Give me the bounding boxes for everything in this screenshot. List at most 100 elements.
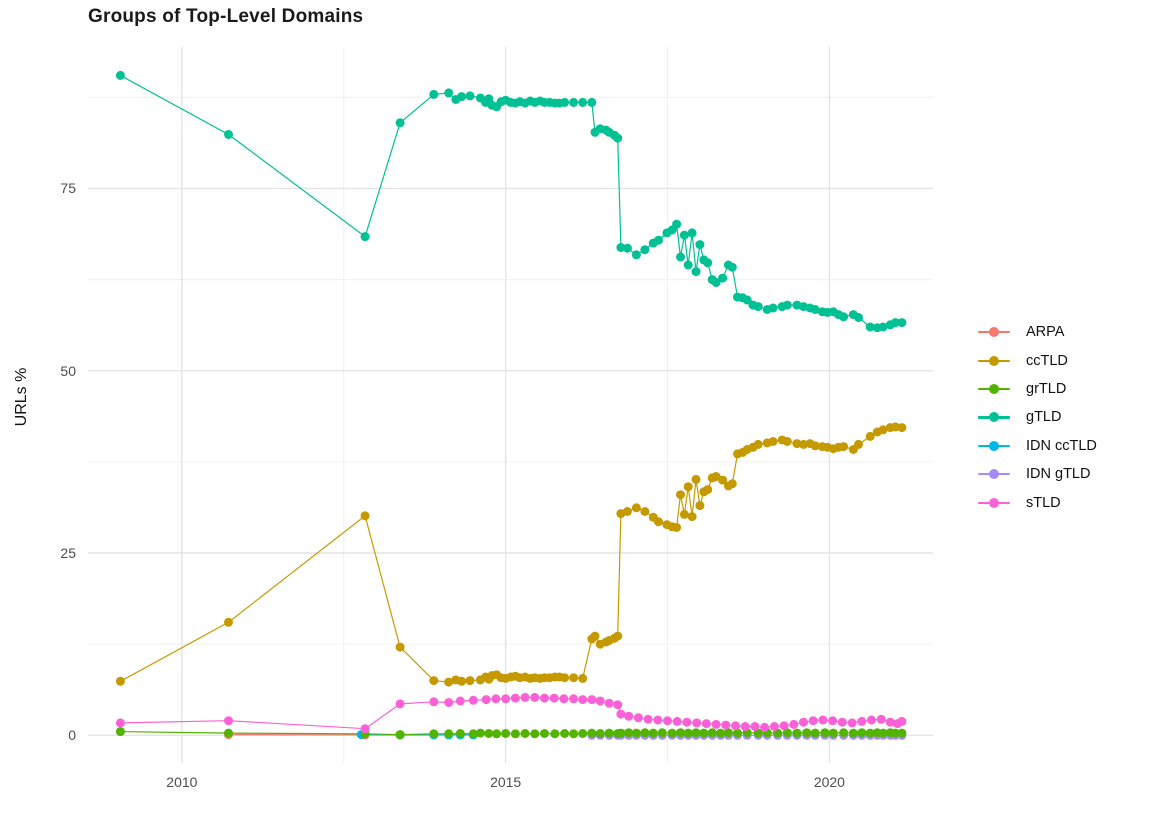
series-point-cctld (782, 437, 792, 446)
series-point-grtld (484, 729, 494, 738)
series-point-grtld (848, 728, 858, 738)
series-point-stld (721, 720, 731, 730)
series-point-grtld (820, 728, 830, 738)
series-point-gtld (691, 267, 701, 277)
series-point-cctld (672, 523, 682, 532)
series-point-gtld (711, 278, 721, 287)
legend-key-dot (989, 383, 999, 394)
series-point-cctld (897, 423, 907, 433)
series-point-stld (653, 715, 663, 725)
series-point-grtld (676, 728, 685, 738)
series-point-gtld (578, 97, 588, 107)
series-point-grtld (520, 729, 530, 738)
legend-key-icon (976, 440, 1012, 452)
series-point-grtld (648, 728, 658, 738)
series-point-cctld (613, 631, 623, 641)
series-point-grtld (699, 728, 709, 738)
series-point-gtld (640, 245, 650, 255)
series-point-stld (769, 722, 779, 731)
series-point-gtld (616, 243, 626, 252)
series-point-stld (501, 694, 511, 704)
series-point-cctld (727, 479, 737, 489)
series-point-grtld (501, 729, 511, 738)
series-point-grtld (657, 728, 667, 738)
series-point-stld (789, 719, 799, 729)
series-point-cctld (683, 482, 693, 492)
series-point-stld (760, 722, 770, 732)
legend-key-icon (976, 468, 1012, 480)
series-point-grtld (510, 729, 520, 739)
legend-key-dot (989, 355, 999, 366)
legend-item: IDN ccTLD (976, 432, 1097, 460)
x-tick-label: 2010 (166, 774, 198, 790)
legend-item: gTLD (976, 403, 1097, 431)
legend-item: ARPA (976, 318, 1097, 346)
series-point-stld (672, 716, 682, 726)
series-point-cctld (691, 474, 701, 484)
series-point-stld (429, 697, 439, 707)
series-point-cctld (890, 422, 900, 432)
legend-key-icon (976, 383, 1012, 395)
series-point-grtld (395, 730, 405, 740)
legend-key-dot (989, 497, 999, 508)
series-point-stld (613, 700, 623, 710)
series-point-stld (455, 696, 465, 706)
series-point-grtld (865, 728, 875, 738)
series-point-stld (779, 721, 789, 731)
series-point-cctld (703, 485, 713, 495)
series-point-stld (633, 713, 643, 723)
legend-key-icon (976, 497, 1012, 509)
series-point-grtld (540, 729, 549, 738)
series-point-cctld (429, 676, 439, 686)
series-point-stld (750, 722, 760, 731)
series-line-gtld (120, 74, 902, 329)
series-point-gtld (560, 97, 570, 107)
series-point-grtld (890, 728, 900, 738)
y-tick-label: 50 (60, 362, 76, 379)
series-point-gtld (457, 92, 467, 102)
series-point-stld (711, 719, 721, 729)
series-point-stld (559, 694, 569, 704)
series-point-stld (510, 693, 520, 703)
legend: ARPA ccTLD grTLD gTLD IDN ccTLD IDN gTLD sTLD (976, 318, 1097, 517)
series-point-grtld (857, 728, 867, 738)
legend-item-label: ccTLD (1026, 352, 1068, 369)
series-point-gtld (360, 232, 370, 242)
series-point-grtld (828, 728, 838, 738)
series-point-stld (491, 694, 501, 704)
series-point-gtld (768, 303, 778, 313)
series-point-gtld (395, 118, 405, 128)
legend-key-icon (976, 326, 1012, 338)
series-point-gtld (465, 91, 475, 101)
series-point-stld (808, 716, 818, 726)
series-point-gtld (865, 322, 875, 332)
series-point-grtld (587, 728, 597, 738)
series-point-stld (616, 709, 626, 719)
series-point-stld (837, 717, 847, 727)
series-point-grtld (782, 728, 792, 738)
series-point-gtld (718, 273, 728, 283)
series-point-cctld (622, 507, 632, 516)
series-point-gtld (839, 312, 849, 322)
series-point-grtld (640, 728, 650, 738)
series-point-cctld (465, 676, 475, 686)
series-point-cctld (839, 442, 849, 452)
legend-item: ccTLD (976, 346, 1097, 374)
series-point-stld (885, 717, 895, 727)
series-point-stld (867, 715, 876, 725)
series-point-cctld (640, 507, 650, 516)
series-point-cctld (753, 439, 763, 449)
series-point-cctld (865, 431, 875, 441)
series-point-grtld (691, 728, 701, 738)
series-point-gtld (810, 305, 820, 314)
legend-item: IDN gTLD (976, 460, 1097, 488)
series-point-grtld (224, 728, 233, 738)
series-point-stld (624, 711, 634, 721)
series-point-stld (549, 693, 559, 703)
y-axis-title: URLs % (13, 367, 30, 427)
series-point-stld (857, 716, 867, 726)
series-point-grtld (839, 728, 849, 738)
series-point-grtld (475, 728, 485, 738)
series-point-grtld (878, 728, 888, 738)
